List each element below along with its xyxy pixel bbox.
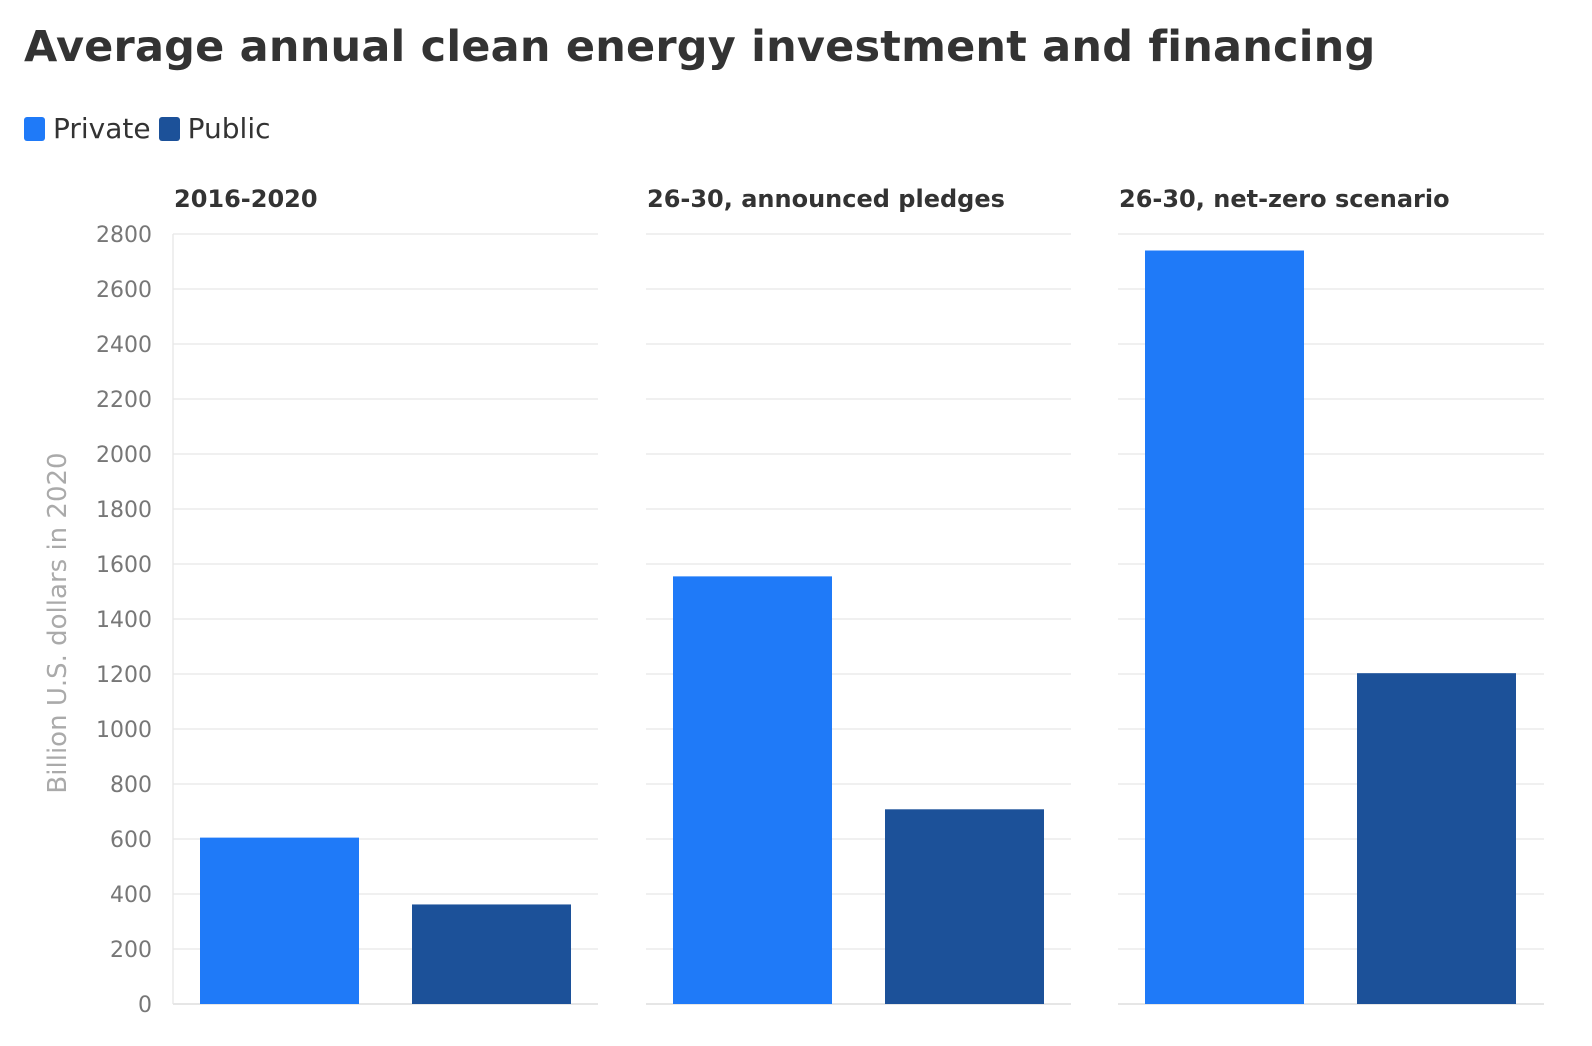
y-tick-label: 200 [110,938,152,963]
facet-3: 26-30, net-zero scenario [1119,185,1516,1004]
chart-title: Average annual clean energy investment a… [24,22,1376,72]
y-tick-label: 2000 [96,443,152,468]
legend-swatch-public [158,116,180,141]
y-tick-label: 1200 [96,663,152,688]
legend-label-private: Private [53,112,151,145]
bar-public[interactable] [412,904,571,1004]
legend-item-private[interactable]: Private [24,112,151,145]
legend-item-public[interactable]: Public [158,112,271,145]
y-axis-title: Billion U.S. dollars in 2020 [43,452,73,793]
facet-title: 26-30, net-zero scenario [1119,185,1450,213]
y-tick-label: 2400 [96,333,152,358]
y-tick-label: 1800 [96,498,152,523]
y-axis-ticks: 0 200 400 600 800 1000 1200 1400 1600 1800 2000 220… [96,223,152,1018]
y-tick-label: 1000 [96,718,152,743]
y-tick-label: 400 [110,883,152,908]
y-tick-label: 2200 [96,388,152,413]
y-tick-label: 1400 [96,608,152,633]
legend: Private Public [24,112,279,145]
y-tick-label: 2800 [96,223,152,248]
grid-lines [172,233,1544,1005]
bar-public[interactable] [885,809,1044,1004]
bar-public[interactable] [1357,673,1516,1004]
y-tick-label: 2600 [96,278,152,303]
bar-private[interactable] [1145,250,1304,1005]
bar-private[interactable] [673,576,832,1004]
bar-private[interactable] [200,837,359,1004]
legend-swatch-private [24,116,45,141]
facet-2: 26-30, announced pledges [647,185,1044,1004]
facet-1: 2016-2020 [174,185,571,1004]
facet-title: 26-30, announced pledges [647,185,1005,213]
facets: 2016-2020 26-30, announced pledges 26-30, … [174,185,1516,1004]
y-tick-label: 0 [138,993,152,1018]
y-tick-label: 1600 [96,553,152,578]
legend-label-public: Public [187,112,271,145]
facet-title: 2016-2020 [174,185,318,213]
y-tick-label: 800 [110,773,152,798]
y-tick-label: 600 [110,828,152,853]
